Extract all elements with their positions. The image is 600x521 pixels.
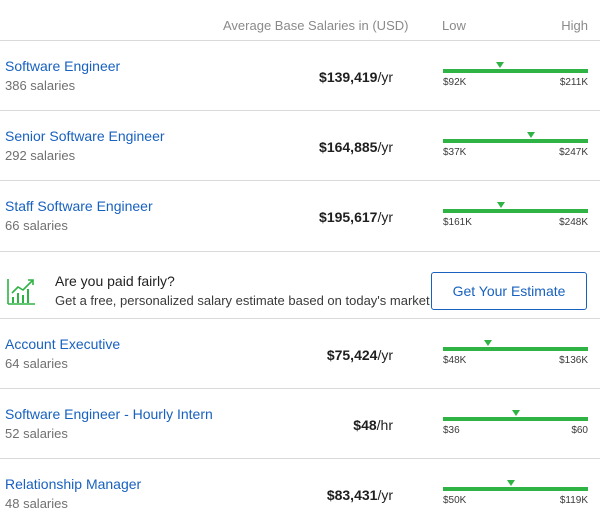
- salary-count: 386 salaries: [5, 78, 76, 93]
- table-row: Relationship Manager 48 salaries $83,431…: [0, 458, 600, 521]
- range-bar: [443, 487, 588, 491]
- range-high: $211K: [559, 77, 588, 88]
- range-high: $119K: [559, 495, 588, 506]
- average-salary: $164,885/yr: [319, 139, 393, 155]
- job-title-link[interactable]: Software Engineer - Hourly Intern: [5, 406, 213, 422]
- range-low: $48K: [443, 355, 467, 366]
- promo-question: Are you paid fairly?: [55, 273, 175, 289]
- average-salary: $75,424/yr: [326, 347, 393, 363]
- average-marker-icon: [483, 340, 492, 346]
- job-title-link[interactable]: Relationship Manager: [5, 476, 142, 492]
- salary-count: 292 salaries: [5, 148, 76, 163]
- range-high: $247K: [559, 147, 588, 158]
- salary-range: $161K $248K: [443, 199, 588, 229]
- average-marker-icon: [507, 480, 516, 486]
- average-salary: $139,419/yr: [319, 69, 393, 85]
- range-bar: [443, 139, 588, 143]
- salary-range: $36 $60: [443, 407, 588, 437]
- table-row: Software Engineer 386 salaries $139,419/…: [0, 40, 600, 110]
- range-low: $36: [443, 425, 460, 436]
- range-low: $92K: [443, 77, 467, 88]
- range-bar: [443, 209, 588, 213]
- table-row: Senior Software Engineer 292 salaries $1…: [0, 110, 600, 180]
- range-low: $161K: [443, 217, 472, 228]
- average-salary: $195,617/yr: [319, 209, 393, 225]
- salary-count: 64 salaries: [5, 356, 68, 371]
- job-title-link[interactable]: Account Executive: [5, 336, 121, 352]
- average-marker-icon: [511, 410, 520, 416]
- salary-range: $48K $136K: [443, 337, 588, 367]
- job-title-link[interactable]: Staff Software Engineer: [5, 198, 153, 214]
- salary-count: 48 salaries: [5, 496, 68, 511]
- range-low: $50K: [443, 495, 467, 506]
- salary-range: $37K $247K: [443, 129, 588, 159]
- average-salary-header: Average Base Salaries in (USD): [223, 18, 409, 33]
- range-low: $37K: [443, 147, 467, 158]
- range-bar: [443, 347, 588, 351]
- salary-range: $92K $211K: [443, 59, 588, 89]
- range-high: $248K: [559, 217, 588, 228]
- table-row: Staff Software Engineer 66 salaries $195…: [0, 180, 600, 250]
- average-marker-icon: [527, 132, 536, 138]
- growth-chart-icon: [7, 279, 35, 305]
- job-title-link[interactable]: Senior Software Engineer: [5, 128, 165, 144]
- job-title-link[interactable]: Software Engineer: [5, 58, 121, 74]
- average-salary: $48/hr: [353, 417, 393, 433]
- salary-range: $50K $119K: [443, 477, 588, 507]
- range-bar: [443, 417, 588, 421]
- table-header: Average Base Salaries in (USD) Low High: [0, 0, 600, 42]
- average-marker-icon: [497, 202, 505, 208]
- get-your-estimate-button[interactable]: Get Your Estimate: [431, 272, 587, 310]
- salary-count: 66 salaries: [5, 218, 68, 233]
- table-row: Software Engineer - Hourly Intern 52 sal…: [0, 388, 600, 458]
- high-header: High: [561, 18, 588, 33]
- salary-count: 52 salaries: [5, 426, 68, 441]
- table-row: Account Executive 64 salaries $75,424/yr…: [0, 318, 600, 388]
- promo-subtitle: Get a free, personalized salary estimate…: [55, 293, 430, 308]
- range-high: $60: [571, 425, 588, 436]
- range-high: $136K: [559, 355, 588, 366]
- salary-estimate-promo: Are you paid fairly? Get a free, persona…: [0, 251, 600, 331]
- average-marker-icon: [495, 62, 504, 68]
- range-bar: [443, 69, 588, 73]
- average-salary: $83,431/yr: [326, 487, 393, 503]
- low-header: Low: [442, 18, 466, 33]
